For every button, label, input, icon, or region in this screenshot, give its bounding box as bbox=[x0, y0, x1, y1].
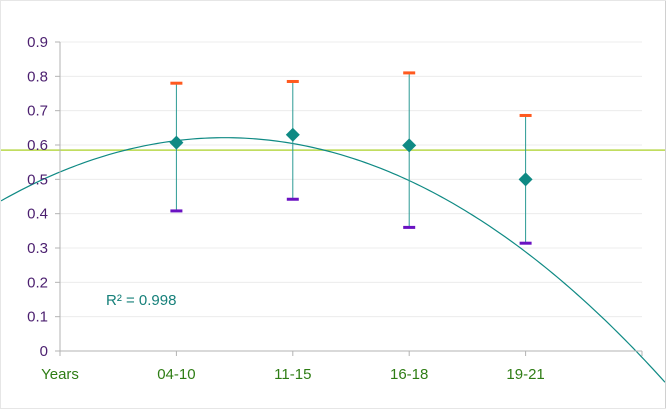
y-tick-label: 0 bbox=[40, 343, 48, 360]
y-tick-label: 0.3 bbox=[27, 240, 48, 257]
axes bbox=[55, 41, 643, 356]
y-tick-label: 0.6 bbox=[27, 137, 48, 154]
x-tick-label: 16-18 bbox=[390, 366, 428, 383]
y-tick-label: 0.7 bbox=[27, 103, 48, 120]
y-tick-label: 0.4 bbox=[27, 206, 48, 223]
x-tick-label: 19-21 bbox=[506, 366, 544, 383]
data-point-marker bbox=[402, 138, 417, 153]
y-tick-label: 0.5 bbox=[27, 171, 48, 188]
r-squared-label: R² = 0.998 bbox=[106, 292, 176, 309]
x-tick-label: 11-15 bbox=[274, 366, 311, 383]
x-tick-label: 04-10 bbox=[157, 366, 195, 383]
y-tick-label: 0.1 bbox=[27, 309, 48, 326]
data-point-marker bbox=[169, 135, 184, 150]
y-tick-label: 0.8 bbox=[27, 68, 48, 85]
data-point-marker bbox=[518, 172, 533, 187]
x-axis-label: Years bbox=[41, 366, 79, 383]
y-tick-label: 0.2 bbox=[27, 274, 48, 291]
trendline bbox=[1, 137, 665, 383]
data-point-marker bbox=[285, 127, 300, 142]
y-tick-label: 0.9 bbox=[27, 34, 48, 51]
x-tick-labels: 04-10 11-15 16-18 19-21 bbox=[157, 366, 545, 383]
y-tick-labels: 0 0.1 0.2 0.3 0.4 0.5 0.6 0.7 0.8 0.9 bbox=[27, 34, 48, 360]
data-markers bbox=[169, 127, 533, 187]
grid bbox=[60, 41, 642, 318]
trendline-group bbox=[1, 137, 665, 383]
